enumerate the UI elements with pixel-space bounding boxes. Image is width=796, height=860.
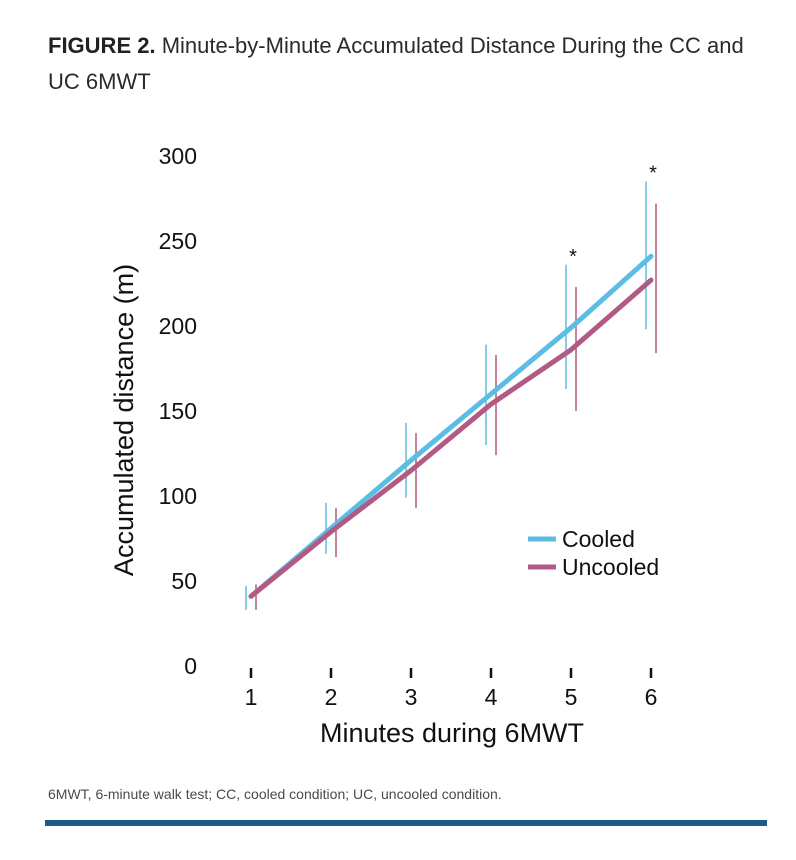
line-chart: 0 50 100 150 200 250 300 1 2 3 4 5 6 Minutes during 6… — [109, 143, 659, 748]
x-tick-label: 4 — [485, 684, 498, 710]
x-axis-title: Minutes during 6MWT — [320, 718, 584, 748]
figure-title-text: Minute-by-Minute Accumulated Distance Du… — [48, 33, 744, 94]
y-tick-label: 150 — [159, 398, 197, 424]
significance-marker: * — [649, 163, 657, 185]
figure-caption: 6MWT, 6-minute walk test; CC, cooled con… — [48, 786, 502, 802]
legend-label: Uncooled — [562, 554, 659, 580]
x-tick-label: 1 — [245, 684, 258, 710]
bottom-rule — [45, 820, 767, 826]
figure-title: FIGURE 2. Minute-by-Minute Accumulated D… — [48, 28, 768, 100]
figure-label: FIGURE 2. — [48, 33, 156, 58]
y-tick-label: 50 — [171, 568, 197, 594]
y-axis-title: Accumulated distance (m) — [109, 264, 139, 576]
x-tick-label: 6 — [645, 684, 658, 710]
x-tick-label: 3 — [405, 684, 418, 710]
y-tick-label: 250 — [159, 228, 197, 254]
significance-marker: * — [569, 246, 577, 268]
y-tick-label: 0 — [184, 653, 197, 679]
series-line — [248, 277, 654, 599]
y-tick-label: 300 — [159, 143, 197, 169]
y-tick-label: 200 — [159, 313, 197, 339]
legend-label: Cooled — [562, 526, 635, 552]
x-tick-label: 5 — [565, 684, 578, 710]
y-tick-label: 100 — [159, 483, 197, 509]
x-tick-label: 2 — [325, 684, 338, 710]
